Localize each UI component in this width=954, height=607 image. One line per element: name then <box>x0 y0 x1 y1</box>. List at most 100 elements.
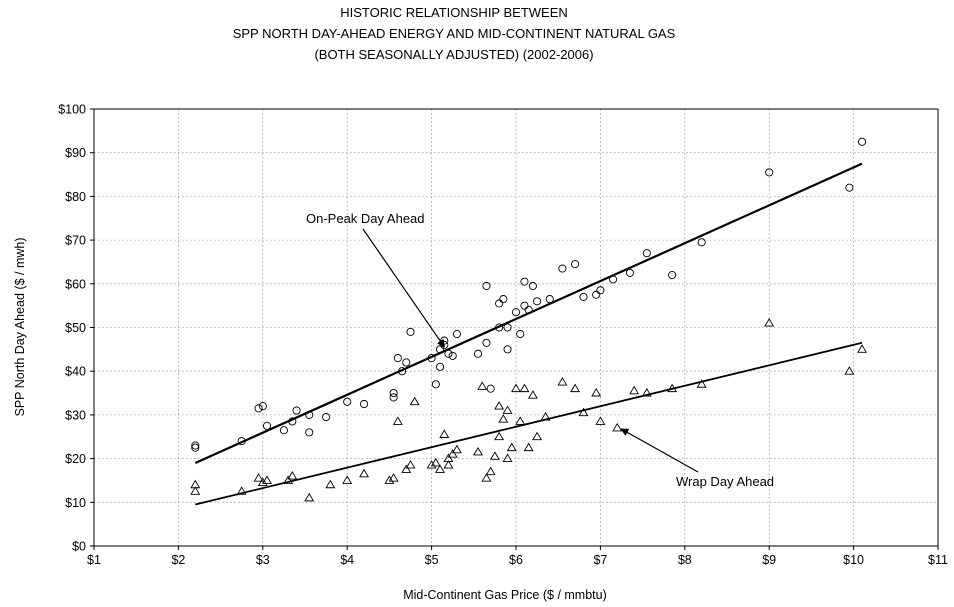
y-axis-tick-label: $50 <box>65 321 86 335</box>
x-axis-tick-label: $7 <box>593 553 607 567</box>
wrap-point <box>764 318 775 327</box>
wrap-trendline <box>195 341 863 506</box>
on-peak-point <box>452 330 461 339</box>
wrap-point <box>612 422 623 432</box>
wrap-point <box>430 457 441 467</box>
wrap-point <box>443 460 454 469</box>
x-axis-tick-label: $5 <box>425 553 439 567</box>
on-peak-point <box>448 351 457 360</box>
on-peak-point <box>533 297 542 306</box>
on-peak-point <box>503 323 512 332</box>
on-peak-point <box>292 406 301 415</box>
on-peak-point <box>697 238 706 247</box>
on-peak-point <box>444 349 453 358</box>
wrap-point <box>494 401 505 410</box>
wrap-point <box>253 473 264 482</box>
x-axis-tick-label: $8 <box>678 553 692 567</box>
on-peak-point <box>398 367 407 376</box>
wrap-point <box>190 479 201 489</box>
wrap-point <box>696 379 707 388</box>
wrap-point <box>283 475 294 484</box>
on-peak-point <box>592 290 601 299</box>
trendlines <box>194 162 863 506</box>
wrap-point <box>388 473 399 482</box>
wrap-point <box>359 468 370 478</box>
wrap-point <box>439 429 450 438</box>
wrap-point <box>384 475 395 484</box>
on-peak-point <box>642 249 651 258</box>
on-peak-point <box>343 397 352 406</box>
wrap-point <box>515 416 526 425</box>
chart-title-line-2: SPP NORTH DAY-AHEAD ENERGY AND MID-CONTI… <box>233 26 676 41</box>
y-axis-title: SPP North Day Ahead ($ / mwh) <box>13 237 27 416</box>
on-peak-point <box>237 437 246 446</box>
wrap-point <box>540 411 551 421</box>
on-peak-point <box>406 327 415 336</box>
on-peak-point <box>765 168 774 177</box>
wrap-point <box>502 453 513 462</box>
on-peak-point <box>857 137 867 146</box>
wrap-point <box>591 387 602 397</box>
y-axis-tick-labels: $0 $10 $20 $30 $40 $50 $60 $70 $80 $90 $100 <box>58 103 94 554</box>
wrap-point <box>447 449 458 458</box>
wrap-point <box>667 383 678 393</box>
on-peak-point <box>503 345 512 354</box>
x-axis-tick-label: $1 <box>87 553 101 567</box>
wrap-point <box>494 431 505 441</box>
x-axis-tick-labels: $1 $2 $3 $4 $5 $6 $7 $8 $9 $10 $11 <box>87 546 948 567</box>
wrap-point <box>557 377 568 386</box>
on-peak-point <box>322 413 331 422</box>
wrap-point <box>511 383 521 393</box>
on-peak-point <box>254 404 263 413</box>
on-peak-point <box>486 384 495 393</box>
wrap-point <box>595 416 606 425</box>
wrap-point <box>485 466 496 476</box>
on-peak-point <box>558 264 567 273</box>
on-peak-point <box>609 275 618 284</box>
on-peak-point <box>511 308 521 317</box>
y-axis-tick-label: $100 <box>58 103 86 117</box>
annotation-wrap: Wrap Day Ahead <box>620 428 774 489</box>
wrap-point <box>477 381 488 390</box>
wrap-point <box>236 486 247 495</box>
on-peak-point <box>288 417 297 426</box>
x-axis-tick-label: $6 <box>509 553 523 567</box>
wrap-point <box>523 442 534 452</box>
annotation-wrap-label: Wrap Day Ahead <box>676 474 774 489</box>
on-peak-point <box>435 362 445 371</box>
on-peak-point <box>402 358 411 367</box>
wrap-point <box>325 479 336 489</box>
on-peak-point <box>435 345 445 354</box>
on-peak-point <box>495 323 504 332</box>
wrap-point <box>641 387 652 397</box>
on-peak-point <box>495 299 504 308</box>
on-peak-point <box>528 281 537 291</box>
on-peak-point <box>571 260 580 269</box>
wrap-point <box>857 344 868 353</box>
on-peak-point <box>524 305 533 315</box>
on-peak-point <box>516 330 525 339</box>
on-peak-point <box>427 354 436 363</box>
wrap-point <box>502 405 513 414</box>
y-axis-tick-label: $20 <box>65 452 86 466</box>
wrap-point <box>532 431 543 441</box>
on-peak-point <box>482 281 491 291</box>
on-peak-point <box>668 271 677 280</box>
on-peak-point <box>596 286 605 295</box>
x-axis-tick-label: $4 <box>340 553 354 567</box>
on-peak-point <box>393 354 402 363</box>
on-peak-point <box>305 428 314 437</box>
wrap-point <box>426 460 437 469</box>
wrap-point <box>498 414 509 423</box>
on-peak-point <box>389 388 398 398</box>
y-axis-tick-label: $40 <box>65 365 86 379</box>
wrap-point <box>409 396 420 406</box>
wrap-point <box>443 453 454 462</box>
wrap-point <box>342 475 353 484</box>
on-peak-point <box>482 338 491 347</box>
grid <box>94 109 938 546</box>
wrap-point <box>629 385 640 395</box>
annotation-on-peak-arrow <box>362 228 445 348</box>
wrap-point <box>481 473 492 482</box>
wrap-point <box>527 390 538 399</box>
